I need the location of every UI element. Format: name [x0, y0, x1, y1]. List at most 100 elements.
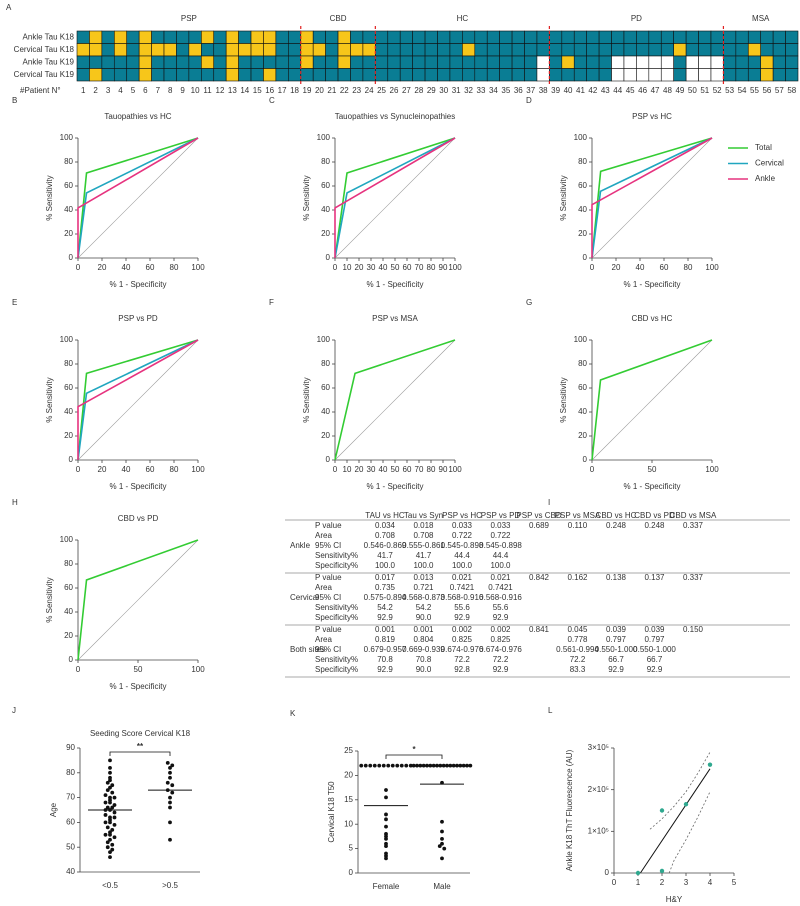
column-header: Tau vs Syn — [404, 511, 443, 520]
heatmap-cell — [76, 30, 90, 44]
table-cell: 0.018 — [413, 521, 434, 530]
heatmap-cell — [723, 68, 737, 82]
heatmap-cell — [138, 68, 152, 82]
table-cell: 0.561-0.994 — [556, 645, 599, 654]
y-tick-label: 3×10⁵ — [588, 743, 609, 752]
x-tick-label: 4 — [708, 878, 713, 887]
row-label: Cervical Tau K19 — [14, 70, 75, 79]
dot — [108, 765, 112, 770]
reference-line — [334, 137, 456, 259]
x-tick-label: 90 — [439, 263, 448, 272]
patient-number: 30 — [439, 86, 448, 95]
y-tick-label: 100 — [574, 133, 588, 142]
heatmap-cell — [113, 68, 128, 82]
table-cell: 83.3 — [570, 665, 586, 674]
patient-number: 47 — [651, 86, 660, 95]
x-tick-label: 1 — [636, 878, 641, 887]
dot — [165, 780, 170, 785]
dot — [108, 770, 112, 775]
table-cell: 0.721 — [413, 583, 434, 592]
table-cell: 0.021 — [452, 573, 473, 582]
heatmap-cell — [176, 30, 190, 44]
y-tick-label: 100 — [60, 535, 74, 544]
y-tick-label: 40 — [64, 407, 73, 416]
table-cell: 72.2 — [570, 655, 586, 664]
dot — [110, 805, 115, 810]
reference-line — [334, 339, 456, 461]
dot — [108, 855, 112, 860]
panel-label: K — [290, 709, 296, 718]
row-label: Ankle Tau K19 — [23, 57, 75, 66]
y-tick-label: 60 — [64, 181, 73, 190]
x-tick-label: 20 — [98, 465, 107, 474]
heatmap-cell — [113, 43, 128, 57]
heatmap-cell — [76, 55, 90, 69]
patient-number: 38 — [539, 86, 548, 95]
dot — [112, 810, 117, 815]
heatmap-cell — [337, 55, 351, 69]
heatmap-cell — [474, 55, 488, 69]
patient-number: 58 — [787, 86, 796, 95]
x-tick-label: 0 — [333, 263, 338, 272]
table-cell: 100.0 — [490, 561, 511, 570]
reference-line — [591, 339, 713, 461]
table-cell: 0.689 — [529, 521, 550, 530]
table-cell: 0.722 — [452, 531, 473, 540]
x-tick-label: 60 — [660, 263, 669, 272]
table-cell: 92.9 — [377, 665, 393, 674]
heatmap-cell — [437, 68, 451, 82]
heatmap-cell — [151, 55, 165, 69]
heatmap-cell — [163, 55, 177, 69]
table-cell: 55.6 — [493, 603, 509, 612]
table-cell: 0.337 — [683, 573, 704, 582]
patient-number: 1 — [81, 86, 86, 95]
y-tick-label: 20 — [344, 771, 353, 780]
y-tick-label: 0 — [69, 655, 74, 664]
y-tick-label: 0 — [583, 253, 588, 262]
heatmap-cell — [300, 55, 314, 69]
y-axis-label: % Sensitivity — [45, 577, 54, 622]
y-tick-label: 15 — [344, 795, 353, 804]
heatmap-cell — [176, 43, 190, 57]
x-tick-label: 60 — [403, 263, 412, 272]
dot — [110, 847, 115, 852]
x-tick-label: 100 — [191, 465, 205, 474]
y-tick-label: 20 — [64, 631, 73, 640]
y-tick-label: 100 — [317, 335, 331, 344]
dot — [108, 785, 112, 790]
heatmap-cell — [238, 30, 252, 44]
patient-number: 3 — [106, 86, 111, 95]
table-cell: 0.819 — [375, 635, 396, 644]
y-tick-label: 60 — [578, 383, 587, 392]
patient-number: 14 — [240, 86, 249, 95]
x-tick-label: 2 — [660, 878, 665, 887]
heatmap-cell — [126, 30, 140, 44]
heatmap-cell — [747, 68, 762, 82]
heatmap-cell — [238, 55, 252, 69]
y-axis-label: % Sensitivity — [45, 175, 54, 220]
heatmap-cell — [573, 30, 587, 44]
dot — [103, 813, 108, 817]
significance: ** — [137, 742, 144, 751]
heatmap-cell — [250, 55, 264, 69]
x-tick-label: 5 — [732, 878, 737, 887]
heatmap-cell — [449, 55, 463, 69]
y-tick-label: 40 — [64, 205, 73, 214]
dot — [384, 788, 388, 792]
dot — [445, 763, 449, 768]
x-axis-label: % 1 - Specificity — [110, 682, 167, 691]
table-cell: 0.679-0.957 — [364, 645, 407, 654]
table-cell: 0.797 — [644, 635, 665, 644]
dot — [112, 795, 117, 800]
heatmap-cell — [312, 55, 326, 69]
heatmap-cell — [213, 55, 227, 69]
heatmap-cell — [685, 68, 699, 82]
roc-line — [591, 137, 713, 258]
heatmap-cell — [673, 68, 687, 82]
heatmap-cell — [163, 68, 177, 82]
x-axis-label: #Patient N° — [20, 86, 61, 95]
x-tick-label: 70 — [415, 263, 424, 272]
dot — [168, 795, 172, 800]
heatmap-cell — [685, 43, 699, 57]
heatmap-cell — [673, 30, 687, 44]
